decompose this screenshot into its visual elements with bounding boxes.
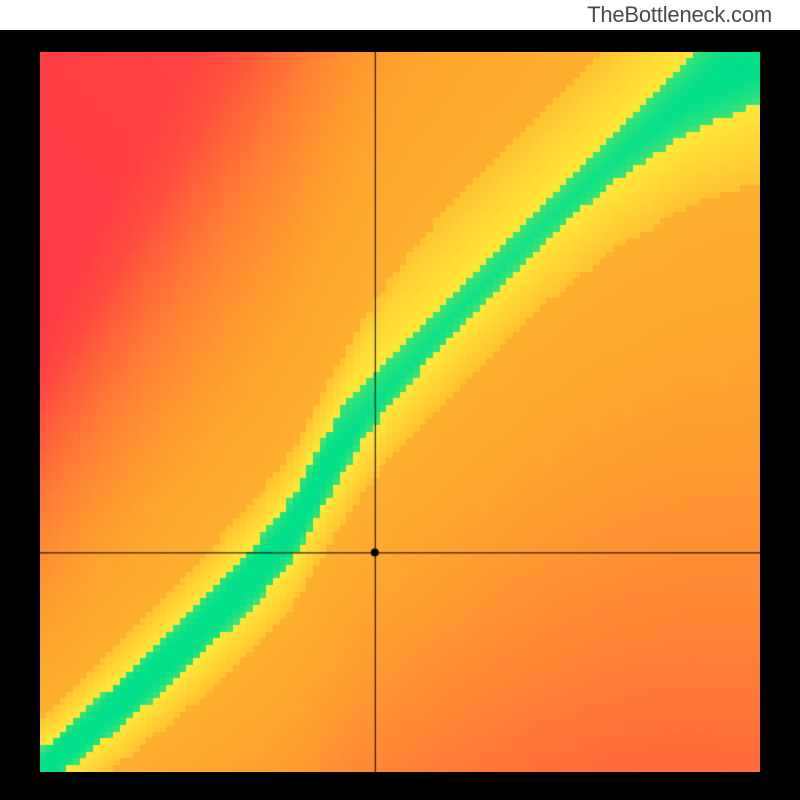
bottleneck-heatmap <box>40 52 760 772</box>
page: TheBottleneck.com <box>0 0 800 800</box>
watermark-text: TheBottleneck.com <box>587 2 772 28</box>
chart-outer-frame <box>0 30 800 800</box>
